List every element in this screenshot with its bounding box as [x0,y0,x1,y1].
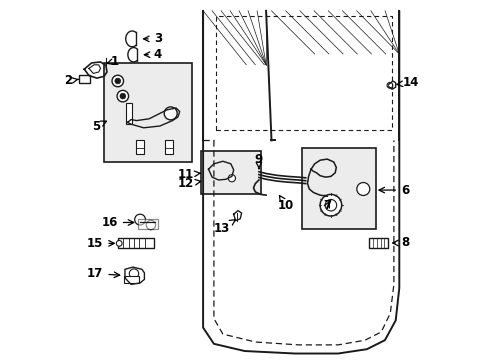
Bar [118,238,154,248]
Text: 9: 9 [254,153,263,168]
Circle shape [129,269,139,278]
Bar [125,103,132,124]
FancyBboxPatch shape [201,151,260,194]
Text: 14: 14 [396,76,418,89]
Circle shape [112,75,123,87]
Bar [164,140,173,154]
Bar [123,276,139,283]
Text: 3: 3 [143,32,162,45]
Text: 12: 12 [178,177,201,190]
Text: 15: 15 [87,237,114,250]
FancyBboxPatch shape [104,63,192,162]
Text: 11: 11 [178,168,200,181]
Text: 5: 5 [92,120,106,132]
Text: 2: 2 [64,75,78,87]
Circle shape [117,90,128,102]
Bar [136,140,144,154]
Circle shape [356,183,369,195]
Circle shape [320,194,341,216]
Text: 1: 1 [107,55,119,68]
Text: 13: 13 [213,220,235,235]
Circle shape [386,82,392,88]
Text: 4: 4 [144,48,162,61]
Circle shape [146,220,155,230]
Bar [79,75,89,83]
Bar [368,238,387,248]
Circle shape [325,199,336,211]
Bar [138,219,158,229]
Text: 16: 16 [101,216,134,229]
FancyBboxPatch shape [302,148,375,229]
Circle shape [164,107,177,120]
Circle shape [134,214,145,225]
Circle shape [115,78,121,84]
Text: 6: 6 [378,184,408,197]
Text: 17: 17 [87,267,120,280]
Text: 10: 10 [277,195,293,212]
Text: 7: 7 [323,199,331,212]
Circle shape [116,240,122,246]
Circle shape [228,175,235,182]
Text: 8: 8 [392,237,408,249]
Circle shape [120,93,125,99]
